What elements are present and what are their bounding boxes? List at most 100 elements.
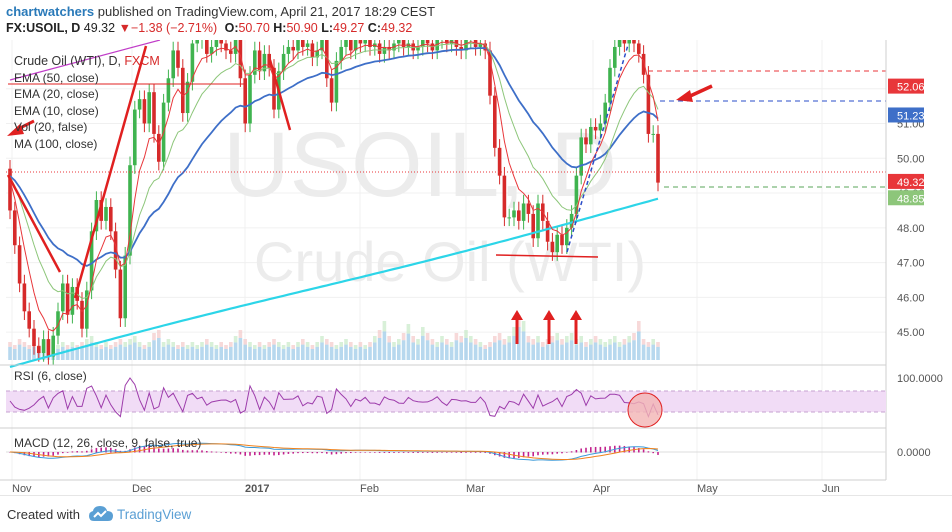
volume-bar [387, 342, 391, 360]
tradingview-brand[interactable]: TradingView [117, 507, 192, 522]
volume-bar-tip [627, 336, 631, 343]
legend-ema50[interactable]: EMA (50, close) [14, 70, 99, 85]
macd-histogram-bar [345, 452, 347, 454]
volume-bar [219, 346, 223, 360]
candle-body [368, 40, 372, 47]
candle-body [286, 46, 291, 54]
low-value: 49.27 [333, 21, 365, 35]
candle-body [334, 60, 339, 103]
volume-bar-tip [478, 342, 483, 347]
volume-bar [550, 342, 555, 360]
volume-bar [13, 349, 17, 360]
volume-bar-tip [464, 330, 468, 338]
candle-body [517, 210, 521, 221]
volume-bar [305, 346, 310, 360]
macd-histogram-bar [153, 447, 155, 453]
volume-bar-tip [622, 339, 627, 345]
macd-histogram-bar [158, 448, 160, 453]
macd-histogram-bar [148, 446, 150, 453]
macd-panel: 0.0000 [0, 427, 931, 461]
volume-bar-tip [632, 333, 636, 341]
volume-bar-tip [421, 327, 425, 336]
volume-bar [195, 349, 199, 360]
volume-bar [598, 344, 603, 360]
macd-histogram-bar [186, 450, 189, 453]
volume-bar-tip [286, 342, 291, 347]
candle-body [637, 43, 641, 54]
drawing-annotations [6, 40, 886, 344]
volume-bar [262, 349, 267, 360]
candle-body [315, 50, 319, 58]
volume-bar [344, 344, 348, 360]
volume-bar [152, 340, 156, 360]
legend-ema20[interactable]: EMA (20, close) [14, 87, 99, 101]
candle-body [99, 200, 103, 221]
volume-bar [521, 331, 526, 360]
candle-body [617, 40, 622, 47]
volume-bar [253, 349, 257, 360]
candle-body [51, 335, 55, 357]
legend-ma100[interactable]: MA (100, close) [14, 136, 98, 151]
volume-bar-tip [589, 339, 593, 345]
macd-histogram-bar [594, 446, 597, 453]
volume-bar-tip [243, 339, 247, 345]
candle-body [536, 203, 540, 239]
volume-bar-tip [8, 342, 12, 347]
volume-bar-tip [560, 339, 564, 345]
candle-body [569, 213, 574, 228]
volume-bar [209, 346, 214, 360]
volume-bar [320, 342, 324, 360]
volume-bar-tip [488, 342, 492, 347]
candle-body [464, 40, 468, 51]
volume-bar [574, 344, 579, 360]
volume-bar [70, 346, 75, 360]
macd-histogram-bar [23, 452, 26, 456]
volume-bar [65, 349, 70, 360]
macd-histogram-bar [431, 452, 434, 453]
candle-body [531, 213, 535, 239]
candle-body [579, 137, 583, 176]
macd-histogram-bar [642, 449, 645, 453]
volume-bar [142, 349, 147, 360]
volume-bar [109, 349, 113, 360]
volume-bar [161, 346, 166, 360]
author-name[interactable]: chartwatchers [6, 4, 95, 19]
macd-histogram-bar [460, 452, 462, 453]
candle-body [13, 210, 17, 246]
volume-bar [214, 349, 219, 360]
candle-body [344, 40, 348, 47]
legend-vol[interactable]: Vol (20, false) [14, 120, 88, 134]
macd-histogram-bar [287, 452, 290, 454]
macd-histogram-bar [359, 452, 362, 453]
time-axis: Nov Dec 2017 Feb Mar Apr May Jun [0, 479, 886, 495]
volume-bar-tip [89, 336, 94, 343]
macd-histogram-bar [546, 452, 549, 455]
candle-body [305, 43, 310, 47]
candle-body [70, 286, 75, 315]
volume-bar [637, 331, 641, 360]
macd-histogram-bar [268, 452, 270, 455]
volume-bar [656, 346, 660, 360]
candle-body [291, 46, 295, 51]
price-chart[interactable]: USOIL, D Crude Oil (WTI) 45.00 46.00 47.00… [0, 40, 952, 495]
candle-body [526, 203, 531, 214]
volume-bar [363, 349, 367, 360]
macd-histogram-bar [42, 452, 45, 457]
candle-body [339, 46, 343, 61]
legend-title: Crude Oil (WTI), D, FXCM [14, 54, 160, 68]
ema20-line [9, 42, 659, 300]
symbol-label: FX:USOIL, D [6, 21, 81, 35]
legend-ema10[interactable]: EMA (10, close) [14, 103, 99, 118]
volume-bar [257, 346, 262, 360]
candle-body [521, 203, 526, 221]
rsi-title[interactable]: RSI (6, close) [14, 369, 87, 383]
macd-histogram-bar [474, 452, 477, 453]
macd-histogram-bar [138, 446, 141, 453]
volume-bar [137, 346, 142, 360]
trend-line-up [73, 45, 148, 299]
time-tick-label: Dec [132, 483, 152, 495]
candle-body [17, 245, 22, 284]
volume-bar [464, 338, 468, 360]
volume-bar-tip [401, 333, 406, 341]
macd-title[interactable]: MACD (12, 26, close, 9, false, true) [14, 436, 202, 450]
